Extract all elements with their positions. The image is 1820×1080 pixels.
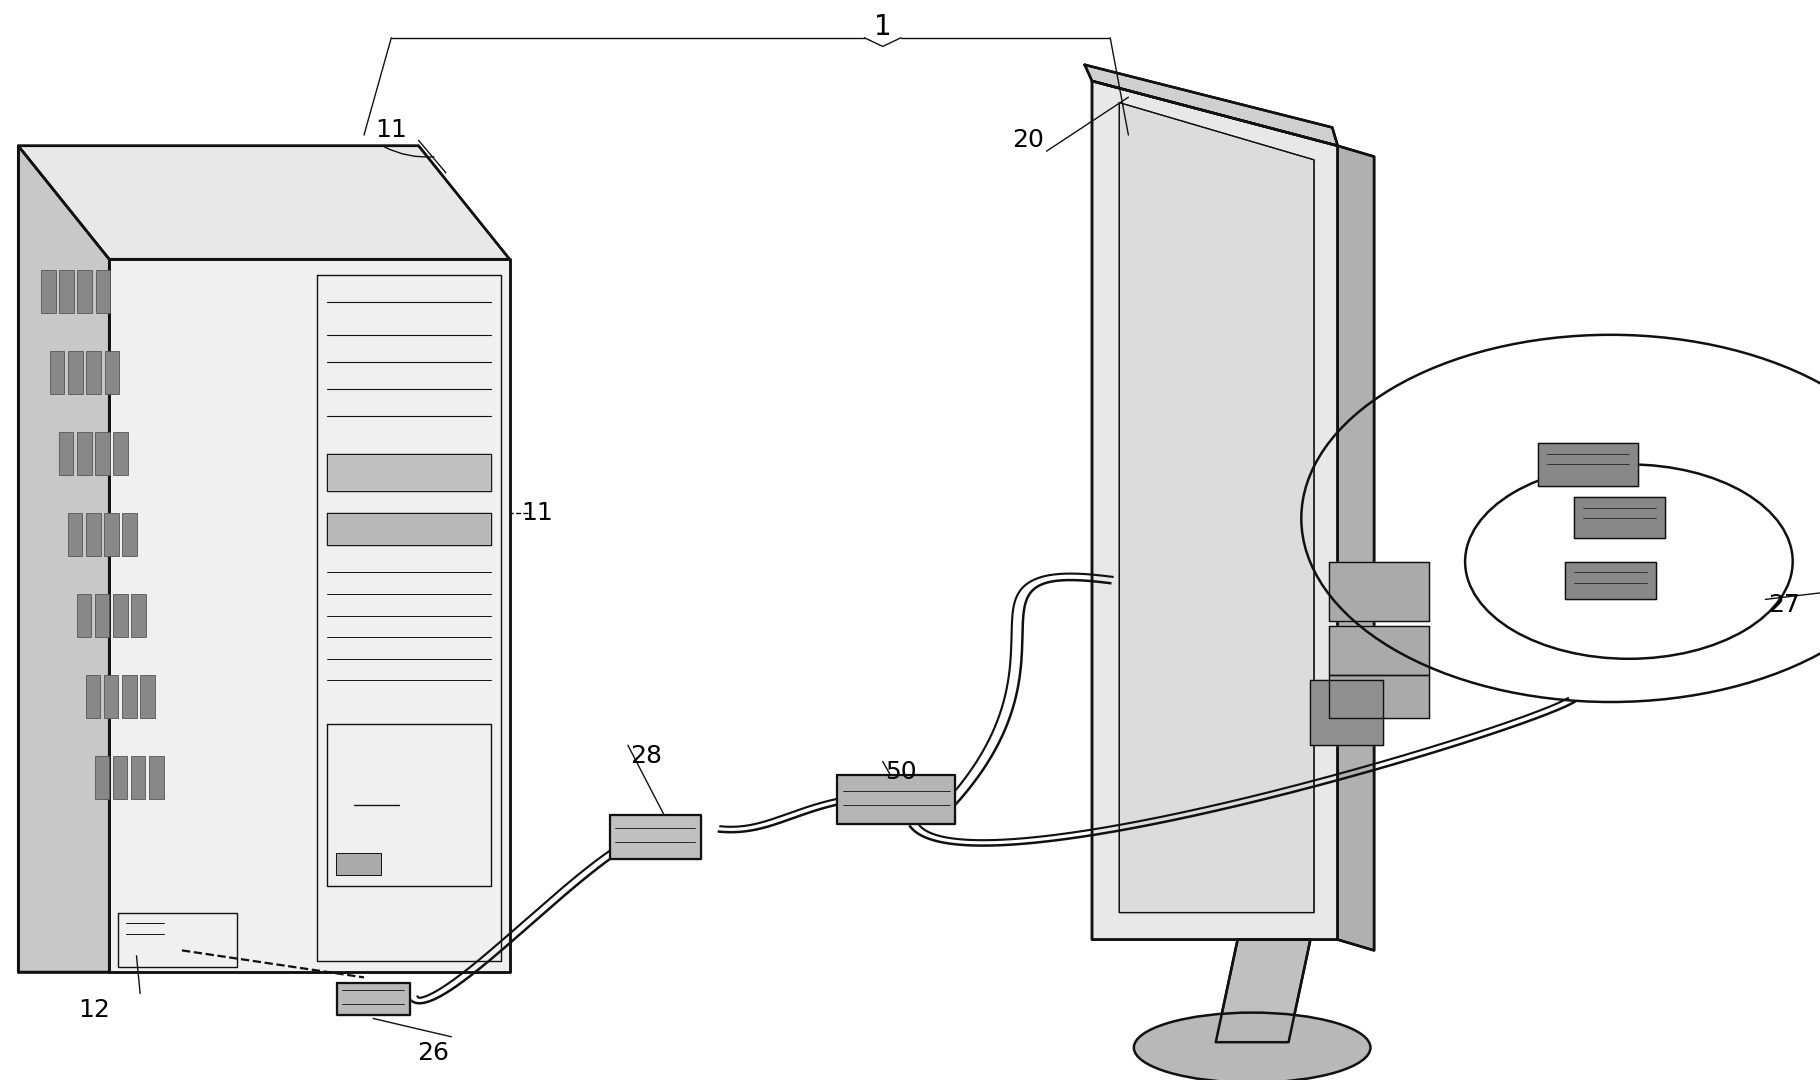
- Bar: [42, 270, 56, 313]
- Bar: [86, 513, 100, 556]
- Polygon shape: [326, 513, 491, 545]
- Text: 1: 1: [874, 13, 892, 41]
- Polygon shape: [109, 259, 510, 972]
- Bar: [95, 432, 109, 475]
- Polygon shape: [18, 146, 510, 259]
- Bar: [76, 594, 91, 637]
- Polygon shape: [1085, 65, 1338, 146]
- Polygon shape: [1565, 562, 1656, 599]
- Bar: [131, 594, 146, 637]
- Bar: [86, 675, 100, 718]
- Polygon shape: [1216, 940, 1310, 1042]
- Bar: [60, 270, 75, 313]
- Bar: [58, 432, 73, 475]
- Bar: [122, 675, 136, 718]
- Text: 27: 27: [1767, 593, 1800, 617]
- Polygon shape: [1329, 675, 1429, 718]
- Text: 12: 12: [78, 998, 111, 1022]
- Bar: [67, 513, 82, 556]
- Bar: [131, 756, 146, 799]
- Polygon shape: [837, 775, 956, 823]
- Bar: [104, 675, 118, 718]
- Text: 26: 26: [417, 1041, 450, 1065]
- Bar: [104, 513, 118, 556]
- Polygon shape: [1119, 103, 1314, 913]
- Bar: [122, 513, 136, 556]
- Polygon shape: [326, 454, 491, 491]
- Polygon shape: [1574, 497, 1665, 538]
- Bar: [96, 270, 111, 313]
- Bar: [113, 594, 127, 637]
- Text: 11: 11: [375, 118, 408, 141]
- Polygon shape: [1338, 146, 1374, 950]
- Bar: [335, 853, 380, 875]
- Polygon shape: [1329, 626, 1429, 675]
- Text: 11: 11: [521, 501, 553, 525]
- FancyArrowPatch shape: [384, 147, 433, 157]
- Polygon shape: [1092, 81, 1338, 940]
- Bar: [78, 270, 93, 313]
- Bar: [95, 756, 109, 799]
- Text: 28: 28: [630, 744, 662, 768]
- Bar: [49, 351, 64, 394]
- Polygon shape: [337, 983, 410, 1015]
- Bar: [140, 675, 155, 718]
- Bar: [67, 351, 82, 394]
- Text: 50: 50: [885, 760, 917, 784]
- Polygon shape: [18, 146, 109, 972]
- Bar: [149, 756, 164, 799]
- Bar: [86, 351, 100, 394]
- Bar: [95, 594, 109, 637]
- Polygon shape: [1538, 443, 1638, 486]
- Bar: [104, 351, 118, 394]
- Bar: [113, 432, 127, 475]
- Text: 20: 20: [1012, 129, 1045, 152]
- Polygon shape: [610, 815, 701, 859]
- Bar: [76, 432, 91, 475]
- Bar: [113, 756, 127, 799]
- Ellipse shape: [1134, 1013, 1370, 1080]
- Polygon shape: [1310, 680, 1383, 745]
- Polygon shape: [1329, 562, 1429, 621]
